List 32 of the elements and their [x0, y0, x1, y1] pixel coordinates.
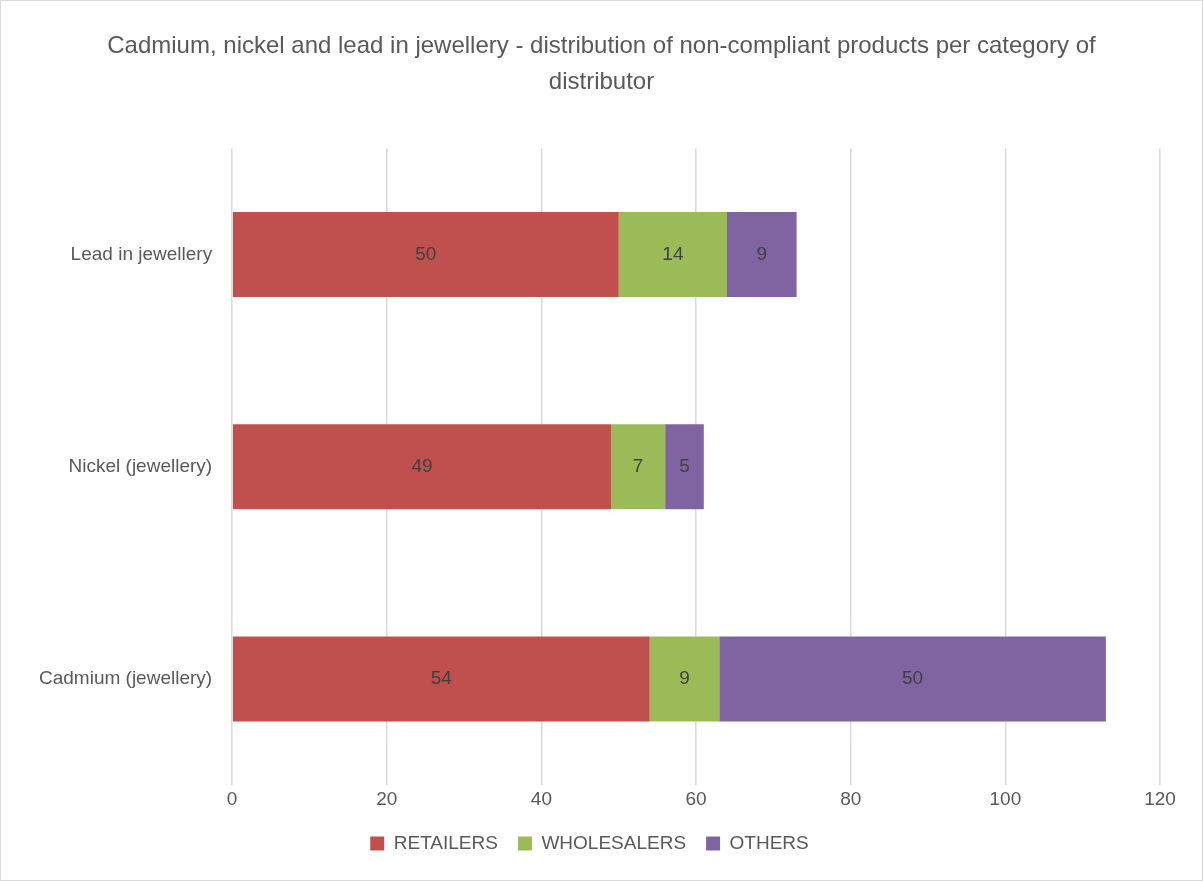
bar: [649, 636, 720, 722]
x-tick-label: 40: [530, 787, 552, 809]
x-tick-label: 60: [685, 787, 707, 809]
data-label: 9: [679, 667, 690, 689]
x-tick-label: 80: [840, 787, 862, 809]
bar: [727, 212, 797, 297]
data-label: 5: [679, 455, 690, 477]
bar: [618, 212, 727, 297]
legend-label: RETAILERS: [393, 831, 498, 853]
x-tick-label: 20: [376, 787, 398, 809]
bar: [232, 424, 612, 510]
chart-title: Cadmium, nickel and lead in jewellery - distribution of non-compliant products per category of distributor: [106, 30, 1097, 96]
data-label: 14: [662, 242, 684, 264]
bar: [611, 424, 666, 510]
bar: [232, 212, 619, 297]
data-label: 9: [756, 242, 768, 264]
x-tick-label: 100: [989, 787, 1022, 809]
y-tick-label: Lead in jewellery: [70, 242, 213, 264]
y-tick-label: Cadmium (jewellery): [38, 667, 213, 689]
bar: [665, 424, 704, 510]
bar: [232, 636, 650, 722]
data-label: 54: [430, 667, 453, 689]
y-tick-label: Nickel (jewellery): [68, 455, 213, 477]
x-tick-label: 120: [1144, 787, 1176, 809]
data-label: 7: [632, 455, 644, 477]
legend-label: OTHERS: [729, 831, 809, 853]
legend-label: WHOLESALERS: [541, 831, 687, 853]
data-label: 49: [411, 455, 433, 477]
x-tick-label: 0: [226, 787, 238, 809]
data-label: 50: [415, 242, 437, 264]
bar: [719, 636, 1106, 722]
data-label: 50: [902, 667, 924, 689]
